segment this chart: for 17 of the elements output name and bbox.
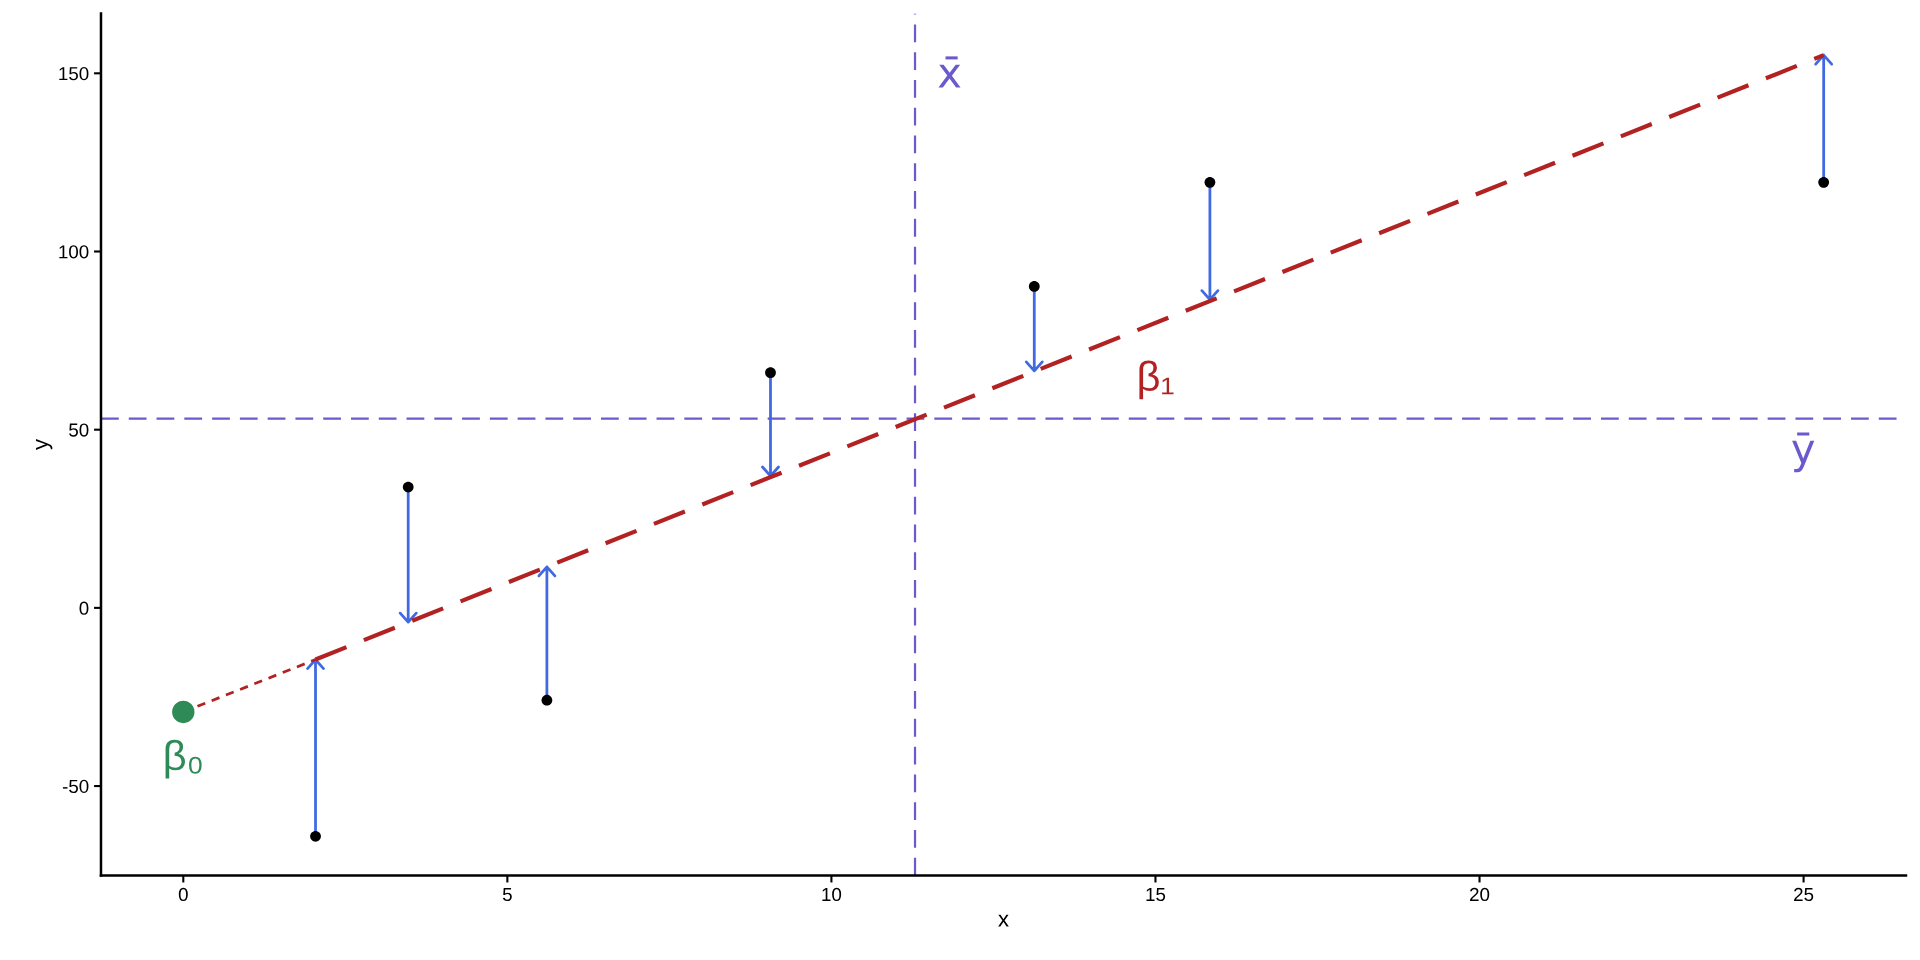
series-label: β₁ [1139,360,1174,400]
x-tick-label: 0 [178,887,188,902]
series-label: β₀ [165,739,202,779]
x-axis-title: x [998,914,1009,927]
x-tick-label: 10 [822,887,842,902]
y-axis-title: y [36,438,53,450]
y-tick-label: -50 [62,779,89,794]
ref-line-label: ȳ [1792,432,1815,473]
x-tick-label: 20 [1470,887,1490,902]
y-tick-label: 0 [79,601,89,615]
x-tick-label: 15 [1146,888,1166,902]
y-tick-label: 50 [69,423,89,437]
x-tick-label: 5 [502,888,512,902]
y-tick-label: 150 [59,67,89,81]
x-tick-label: 25 [1794,887,1814,902]
ref-line-label: x̄ [938,56,961,88]
y-tick-label: 100 [59,245,89,259]
